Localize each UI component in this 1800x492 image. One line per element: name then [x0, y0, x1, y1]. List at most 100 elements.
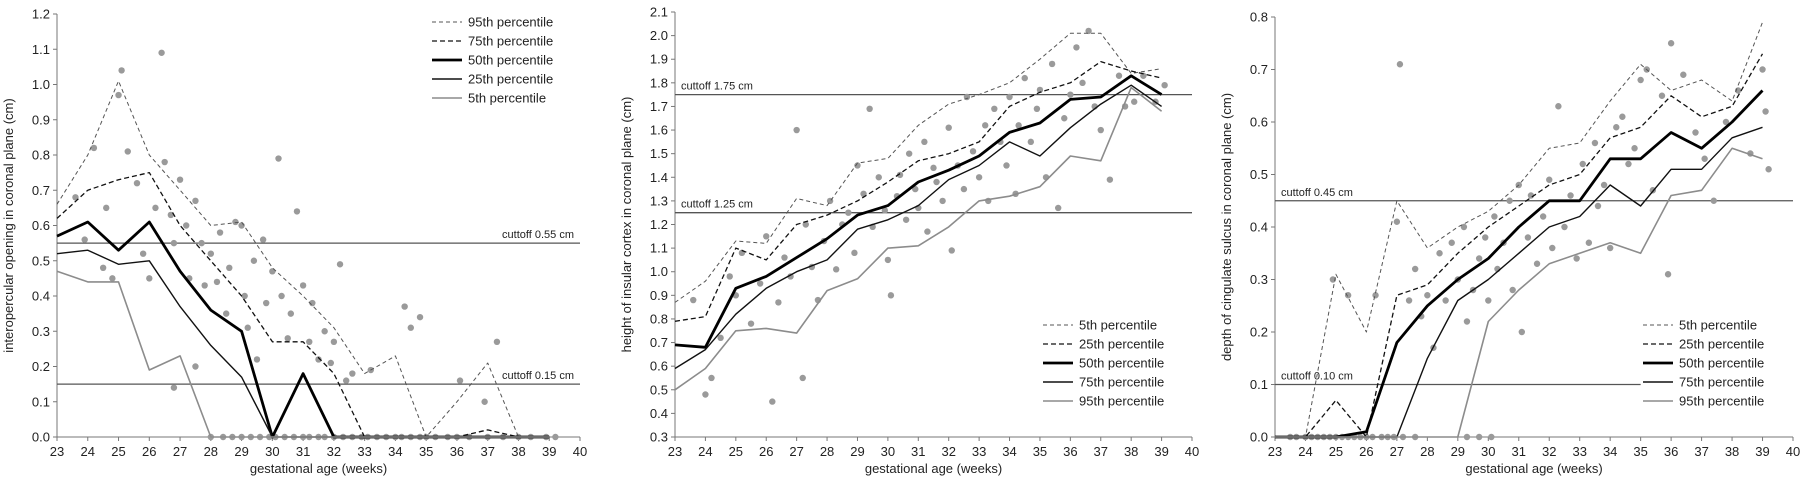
x-tick-label: 26 [1359, 444, 1373, 459]
data-point [124, 148, 131, 155]
x-axis-label: gestational age (weeks) [1465, 461, 1602, 476]
x-tick-label: 32 [941, 444, 955, 459]
data-point [896, 171, 904, 179]
data-point [781, 254, 788, 261]
y-axis-label: interopercular opening in coronal plane … [1, 98, 16, 352]
data-point [1631, 145, 1638, 152]
data-point [905, 150, 913, 157]
y-tick-label: 1.7 [650, 99, 668, 114]
data-point [192, 197, 199, 205]
data-point [1015, 122, 1022, 129]
legend-entry: 5th percentile [468, 91, 546, 106]
data-point [1533, 260, 1541, 267]
data-point [170, 384, 178, 391]
series-line [56, 249, 550, 438]
legend-entry: 50th percentile [468, 53, 553, 68]
data-point [793, 126, 800, 134]
data-point [1396, 61, 1404, 68]
series-line [56, 220, 550, 439]
data-point [115, 91, 122, 99]
y-tick-label: 0.9 [32, 112, 50, 127]
x-tick-label: 39 [1154, 444, 1168, 459]
y-tick-label: 1.0 [32, 77, 50, 92]
data-point [1600, 181, 1608, 189]
y-tick-label: 0.8 [1250, 10, 1268, 25]
cutoff-label: cuttoff 0.45 cm [1281, 187, 1353, 199]
data-point [1524, 234, 1532, 241]
data-point [456, 377, 464, 384]
data-point [349, 370, 356, 377]
x-tick-label: 34 [388, 444, 402, 459]
data-point [854, 162, 861, 169]
x-tick-label: 30 [265, 444, 279, 459]
y-tick-label: 1.6 [650, 123, 668, 138]
data-point [1411, 265, 1419, 273]
data-point [1463, 318, 1471, 325]
y-tick-label: 0.9 [650, 288, 668, 303]
data-point [702, 391, 709, 398]
data-point [146, 275, 153, 282]
data-point [756, 280, 764, 287]
y-tick-label: 1.9 [650, 52, 668, 67]
data-point [1140, 72, 1147, 79]
legend-entry: 95th percentile [1079, 394, 1164, 409]
data-point [845, 209, 852, 216]
series-line [56, 171, 550, 438]
legend-entry: 50th percentile [1679, 356, 1764, 371]
data-point [336, 261, 344, 268]
data-point [1485, 297, 1492, 304]
y-tick-label: 2.0 [650, 28, 668, 43]
y-tick-label: 0.2 [1250, 325, 1268, 340]
data-point [161, 158, 168, 166]
y-tick-label: 1.4 [650, 170, 668, 185]
x-tick-label: 34 [1603, 444, 1617, 459]
data-point [109, 275, 116, 282]
x-tick-label: 38 [1124, 444, 1138, 459]
data-point [763, 233, 770, 240]
y-tick-label: 0.7 [1250, 62, 1268, 77]
data-point [1619, 113, 1626, 120]
series-line [674, 32, 1162, 303]
data-point [1637, 76, 1644, 84]
data-point [1680, 71, 1687, 78]
data-point [960, 185, 968, 193]
y-tick-label: 1.3 [650, 193, 668, 208]
legend-entry: 5th percentile [1679, 318, 1757, 333]
y-tick-label: 0.2 [32, 359, 50, 374]
series-line [1275, 89, 1764, 439]
data-point [309, 299, 316, 307]
data-point [552, 433, 559, 441]
y-tick-label: 0.3 [32, 324, 50, 339]
data-point [1161, 81, 1168, 89]
data-point [1006, 93, 1013, 101]
data-point [1003, 162, 1010, 169]
data-point [1506, 197, 1513, 204]
data-point [133, 180, 141, 187]
x-tick-label: 36 [1063, 444, 1077, 459]
data-point [832, 266, 840, 273]
data-point [1658, 92, 1666, 99]
data-point [708, 374, 715, 382]
data-point [1115, 72, 1123, 79]
data-point [921, 138, 928, 146]
data-point [1667, 40, 1675, 47]
legend-entry: 25th percentile [1679, 337, 1764, 352]
y-tick-label: 0.0 [32, 430, 50, 445]
y-tick-label: 0.8 [32, 148, 50, 163]
data-point [948, 247, 955, 254]
data-point [315, 356, 322, 363]
data-point [1555, 103, 1562, 110]
y-tick-label: 0.4 [1250, 220, 1268, 235]
chart-panel-2: 0.3 0.4 0.5 0.6 0.7 0.8 0.9 1.0 1.1 1.2 1.3 1.4 1.5 1… [619, 5, 1199, 477]
x-tick-label: 25 [111, 444, 125, 459]
x-tick-label: 36 [1664, 444, 1678, 459]
data-point [1463, 433, 1471, 441]
cutoff-label: cuttoff 0.15 cm [502, 370, 574, 382]
y-axis-label: depth of cingulate sulcus in coronal pla… [1219, 93, 1234, 361]
data-point [232, 218, 239, 226]
x-tick-label: 31 [911, 444, 925, 459]
data-point [216, 229, 224, 236]
data-point [1048, 60, 1056, 68]
x-tick-label: 30 [881, 444, 895, 459]
y-tick-label: 1.0 [650, 264, 668, 279]
